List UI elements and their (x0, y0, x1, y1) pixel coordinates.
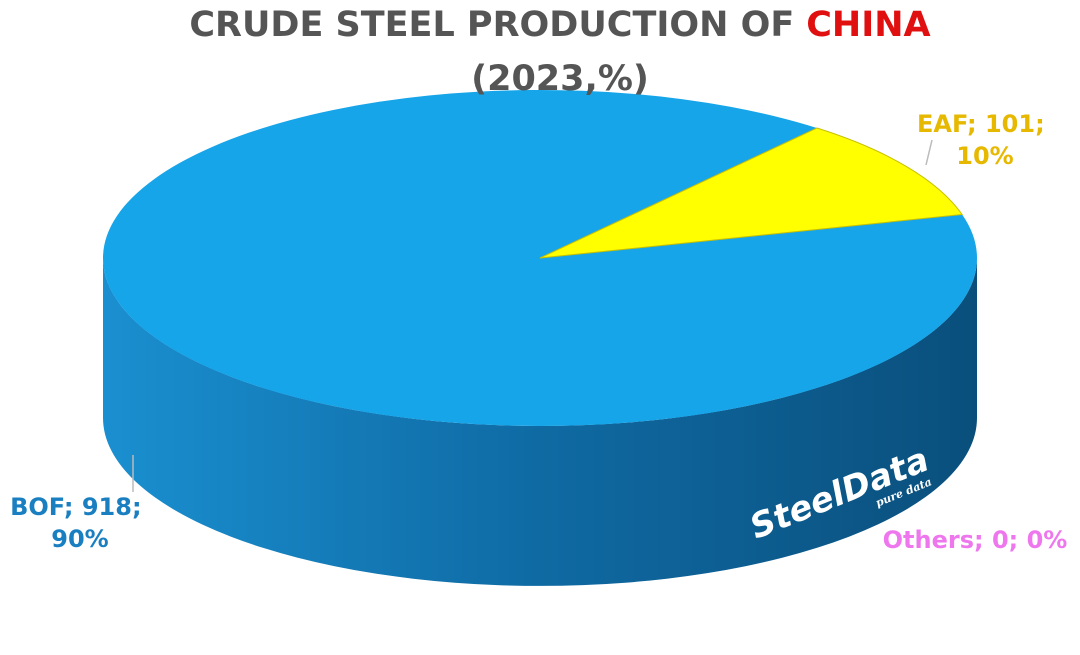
data-label-line: EAF; 101; (917, 110, 1053, 138)
slice (539, 127, 964, 259)
data-label: BOF; 918; 90% (10, 493, 150, 553)
chart-title: CRUDE STEEL PRODUCTION OF CHINA (189, 5, 930, 45)
leader-line (925, 139, 933, 166)
pie (102, 89, 977, 586)
data-label-line: 10% (956, 142, 1013, 170)
data-label: EAF; 101; 10% (917, 110, 1053, 170)
slice-side (103, 258, 977, 586)
title-highlight: CHINA (806, 5, 930, 45)
chart-subtitle: (2023,%) (471, 59, 649, 99)
title-text: CRUDE STEEL PRODUCTION OF (189, 5, 794, 45)
data-label-line: 90% (51, 525, 108, 553)
labels: BOF; 918; 90% EAF; 101; 10% Others; 0; 0% (10, 110, 1067, 554)
data-label-line: BOF; 918; (10, 493, 150, 521)
data-label: Others; 0; 0% (883, 526, 1068, 554)
